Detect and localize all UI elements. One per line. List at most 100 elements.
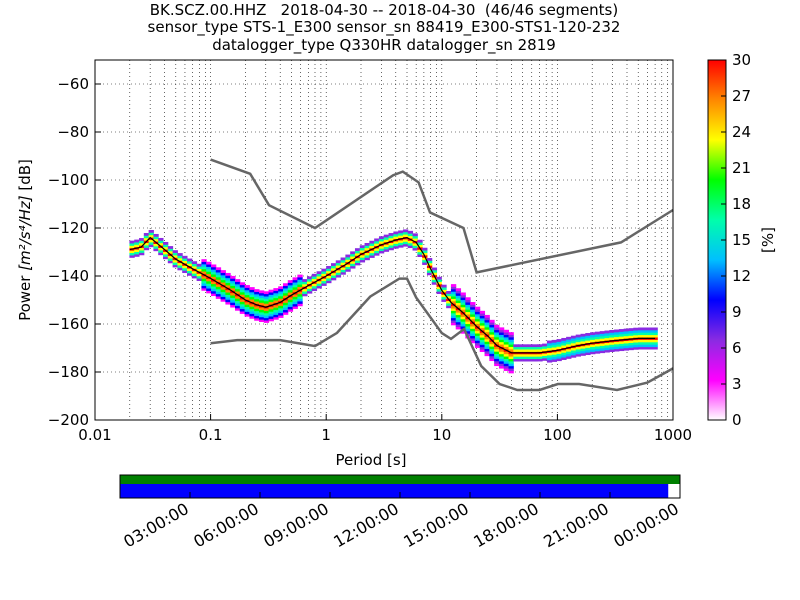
psd-heat-cell (211, 264, 217, 268)
psd-heat-cell (273, 304, 279, 308)
psd-heat-cell (306, 281, 313, 285)
psd-heat-cell (244, 304, 250, 308)
psd-heat-cell (302, 291, 308, 294)
psd-heat-cell (570, 335, 577, 339)
psd-heat-cell (278, 310, 284, 314)
psd-heat-cell (234, 298, 241, 302)
psd-heat-cell (388, 237, 394, 241)
psd-heat-cell (263, 291, 270, 295)
psd-heat-cell (498, 348, 505, 352)
psd-heat-cell (508, 356, 514, 359)
psd-heat-cell (393, 233, 399, 237)
psd-heat-cell (225, 275, 231, 279)
psd-heat-cell (282, 312, 289, 315)
psd-heat-cell (494, 336, 500, 340)
psd-heat-cell (479, 310, 486, 314)
psd-heat-cell (402, 243, 409, 247)
psd-heat-cell (570, 340, 577, 344)
psd-heat-cell (201, 268, 207, 272)
psd-heat-cell (316, 285, 322, 289)
psd-heat-cell (206, 280, 212, 284)
psd-heat-cell (167, 260, 174, 264)
psd-heat-cell (455, 317, 462, 320)
psd-heat-cell (455, 319, 462, 323)
psd-heat-cell (479, 334, 486, 338)
psd-heat-cell (177, 257, 183, 261)
psd-heat-cell (220, 282, 226, 285)
psd-heat-cell (211, 274, 217, 277)
psd-heat-cell (570, 350, 577, 353)
psd-heat-cell (537, 356, 543, 360)
psd-heat-cell (551, 344, 558, 348)
psd-heat-cell (187, 268, 193, 271)
psd-heat-cell (225, 301, 231, 305)
psd-heat-cell (364, 252, 370, 256)
psd-heat-cell (580, 341, 586, 344)
psd-heat-cell (417, 249, 423, 253)
psd-heat-cell (479, 349, 486, 353)
psd-heat-cell (316, 280, 322, 284)
psd-heat-cell (230, 287, 236, 291)
psd-heat-cell (345, 264, 351, 267)
psd-heat-cell (551, 354, 558, 358)
psd-heat-cell (494, 334, 500, 338)
psd-heat-cell (484, 343, 490, 347)
psd-heat-cell (234, 279, 241, 282)
psd-heat-cell (412, 235, 418, 239)
psd-heat-cell (585, 347, 591, 351)
y-axis-label: Power [m²/s⁴/Hz] [dB] (16, 159, 34, 321)
psd-heat-cell (431, 279, 438, 283)
psd-heat-cell (498, 327, 505, 331)
mean-psd-line (129, 236, 656, 354)
psd-heat-cell (335, 269, 342, 273)
colorbar-tick-label: 15 (732, 231, 751, 249)
psd-heat-cell (494, 346, 500, 350)
psd-heat-cell (172, 252, 178, 256)
psd-heat-cell (580, 333, 586, 337)
psd-heat-cell (594, 334, 601, 337)
psd-heat-cell (566, 339, 572, 343)
psd-heat-cell (465, 318, 471, 322)
psd-heat-cell (460, 326, 466, 329)
psd-heat-cell (225, 299, 231, 303)
psd-heat-cell (498, 353, 505, 357)
psd-heat-cell (220, 270, 226, 273)
psd-heat-cell (211, 286, 217, 289)
time-tick-label: 03:00:00 (120, 499, 192, 551)
psd-heat-cell (234, 303, 241, 306)
psd-heat-cell (450, 291, 457, 295)
psd-heat-cell (522, 358, 529, 362)
psd-heat-cell (460, 323, 466, 327)
psd-heat-cell (580, 338, 586, 342)
psd-heat-cell (378, 236, 385, 240)
psd-heat-cell (163, 241, 169, 245)
psd-heat-cell (599, 347, 606, 351)
psd-heat-cell (215, 279, 222, 283)
psd-heat-cell (302, 288, 308, 292)
psd-heat-cell (311, 285, 318, 289)
psd-heat-cell (609, 337, 615, 340)
psd-heat-cell (263, 300, 270, 304)
psd-heat-cell (287, 280, 294, 283)
psd-heat-cell (297, 301, 303, 304)
data-availability-bar (120, 475, 680, 484)
psd-heat-cell (297, 298, 303, 302)
psd-heat-cell (249, 313, 255, 317)
x-tick-label: 10 (432, 426, 451, 444)
psd-heat-cell (422, 247, 428, 251)
psd-heat-cell (201, 263, 207, 267)
psd-heat-cell (225, 272, 231, 276)
psd-heat-cell (561, 342, 567, 346)
psd-heat-cell (455, 309, 462, 313)
psd-heat-cell (570, 338, 577, 341)
psd-heat-cell (614, 334, 620, 338)
psd-heat-cell (268, 318, 274, 322)
psd-heat-cell (498, 336, 505, 340)
psd-heat-cell (470, 335, 476, 339)
psd-heat-cell (551, 347, 558, 350)
psd-heat-cell (182, 270, 188, 274)
psd-heat-cell (234, 291, 241, 294)
psd-heat-cell (143, 237, 150, 241)
psd-heat-cell (383, 244, 390, 248)
psd-heat-cell (354, 262, 361, 266)
